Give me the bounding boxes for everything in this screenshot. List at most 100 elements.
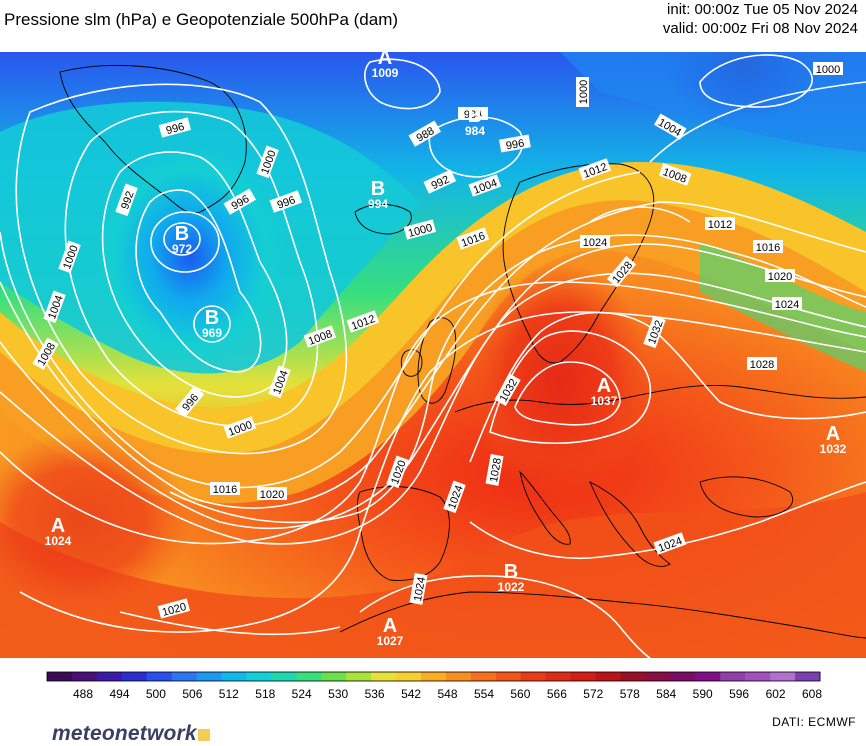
colorbar-tick-label: 500 — [146, 687, 166, 701]
colorbar-swatch — [146, 672, 173, 681]
chart-title: Pressione slm (hPa) e Geopotenziale 500h… — [4, 10, 399, 29]
isobar-1009-high — [364, 58, 441, 110]
pressure-center-value: 972 — [172, 242, 192, 256]
colorbar-tick-label: 578 — [620, 687, 640, 701]
isobar-1000 — [0, 171, 641, 489]
pressure-center-letter: A — [826, 423, 840, 445]
pressure-center-value: 984 — [465, 124, 485, 138]
colorbar-swatch — [745, 672, 771, 681]
isobar-1008-scand — [589, 206, 691, 223]
svg-text:1024: 1024 — [412, 576, 428, 602]
coast-great-britain — [417, 317, 457, 404]
colorbar-tick-label: 590 — [693, 687, 713, 701]
isobar-label: 1024 — [772, 297, 802, 311]
coast-black-sea — [699, 476, 793, 518]
isobar-1028 — [489, 330, 652, 445]
isobar-1020 — [0, 281, 866, 545]
isobar-label: 996 — [269, 190, 303, 213]
svg-text:1020: 1020 — [768, 271, 792, 283]
colorbar-swatch — [221, 672, 247, 681]
coast-north-africa — [339, 591, 866, 639]
colorbar-swatch — [620, 672, 646, 681]
colorbar: 488 494 500 506 512 518 524 530 536 542 548 554 560 5… — [46, 671, 822, 701]
isobar-label: 1020 — [765, 269, 795, 283]
pressure-center-value: 1027 — [377, 634, 404, 648]
isobar-label: 992 — [115, 183, 138, 217]
isobar-1012 — [0, 272, 866, 545]
isobar-984 — [135, 189, 262, 373]
field-low-greenland — [95, 147, 285, 367]
isobar-992 — [64, 110, 319, 427]
logo-square-icon — [197, 729, 210, 741]
coast-italy — [519, 470, 571, 545]
pressure-center-value: 1037 — [591, 394, 618, 408]
colorbar-swatch — [346, 672, 372, 681]
colorbar-tick-label: 602 — [766, 687, 786, 701]
coast-iberia — [356, 486, 450, 581]
isobar-996 — [15, 83, 348, 455]
pressure-centers: A1009B984B972B969B994A1024A1037A1032B102… — [45, 52, 847, 648]
colorbar-frame — [46, 671, 821, 682]
isobar-1004 — [0, 201, 866, 509]
svg-text:1020: 1020 — [260, 489, 284, 501]
pressure-center-letter: B — [371, 178, 385, 200]
colorbar-tick-label: 536 — [365, 687, 385, 701]
isobar-label: 1012 — [705, 217, 735, 231]
isobar-988 — [101, 151, 288, 398]
init-time: init: 00:00z Tue 05 Nov 2024 — [667, 1, 858, 18]
colorbar-swatches — [46, 671, 821, 682]
field-south-warm — [0, 492, 866, 658]
isobar-label: 1028 — [747, 357, 777, 371]
colorbar-swatch — [296, 672, 322, 681]
colorbar-swatch — [470, 672, 497, 681]
colorbar-swatch — [321, 672, 347, 681]
isobar-label: 1028 — [485, 454, 504, 486]
colorbar-tick-label: 596 — [729, 687, 749, 701]
svg-text:1012: 1012 — [708, 219, 732, 231]
colorbar-tick-label: 542 — [401, 687, 421, 701]
colorbar-ticks: 488 494 500 506 512 518 524 530 536 542 548 554 560 5… — [73, 687, 822, 701]
meteonetwork-logo: meteonetwork — [52, 722, 210, 746]
coast-iceland — [354, 204, 412, 235]
pressure-center-value: 994 — [368, 197, 388, 211]
field-atlantic-high — [0, 432, 190, 612]
run-info: init: 00:00z Tue 05 Nov 2024 valid: 00:0… — [663, 0, 858, 38]
isobar-label: 1016 — [210, 482, 240, 496]
coast-balkans — [589, 481, 671, 567]
svg-text:1016: 1016 — [756, 242, 780, 254]
pressure-center-value: 1022 — [498, 580, 525, 594]
colorbar-swatch — [196, 672, 222, 681]
colorbar-tick-label: 608 — [802, 687, 822, 701]
colorbar-swatch — [47, 672, 73, 681]
colorbar-swatch — [396, 672, 422, 681]
isobar-label: 1024 — [409, 573, 428, 605]
colorbar-swatch — [71, 672, 98, 681]
svg-text:1024: 1024 — [583, 237, 607, 249]
isobar-1008 — [0, 243, 866, 530]
svg-text:1028: 1028 — [750, 359, 774, 371]
isobar-label: 1016 — [753, 240, 783, 254]
colorbar-swatch — [495, 672, 522, 681]
pressure-center-value: 969 — [202, 326, 222, 340]
colorbar-swatch — [421, 672, 447, 681]
pressure-center-letter: A — [597, 375, 611, 397]
isobar-1016 — [169, 234, 866, 524]
isobar-label: 1024 — [580, 235, 610, 249]
colorbar-swatch — [770, 672, 796, 681]
colorbar-swatch — [520, 672, 547, 681]
colorbar-swatch — [645, 672, 671, 681]
colorbar-tick-label: 488 — [73, 687, 93, 701]
svg-text:992: 992 — [119, 190, 137, 211]
svg-text:1016: 1016 — [213, 484, 237, 496]
pressure-center-value: 1032 — [820, 442, 847, 456]
colorbar-swatch — [545, 672, 572, 681]
isobar-label: 1000 — [576, 77, 590, 107]
pressure-center-letter: A — [383, 615, 397, 637]
pressure-center-value: 1024 — [45, 534, 72, 548]
isobar-ring — [163, 222, 201, 256]
